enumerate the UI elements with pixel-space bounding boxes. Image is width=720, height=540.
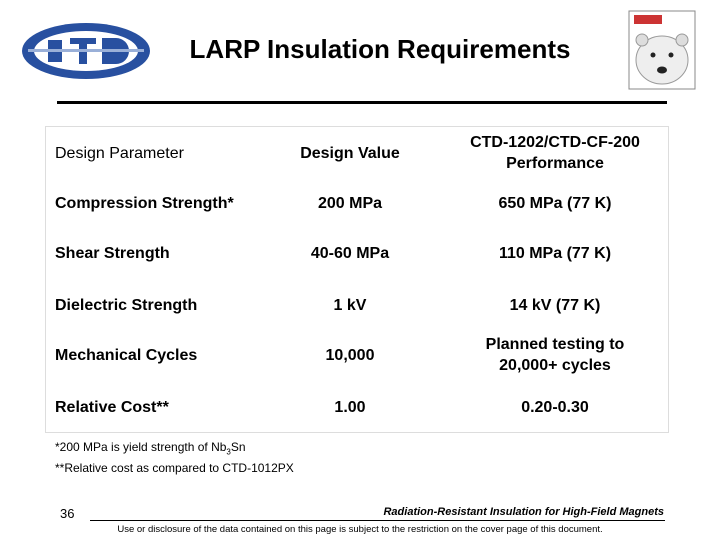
table-cell: Mechanical Cycles: [55, 346, 198, 364]
table-cell: 650 MPa (77 K): [498, 194, 612, 212]
table-cell: 40-60 MPa: [310, 244, 390, 262]
title-rule: [57, 101, 667, 104]
footer-rule: [90, 520, 665, 521]
table-cell: 14 kV (77 K): [509, 296, 601, 314]
slide-title: LARP Insulation Requirements: [189, 34, 571, 64]
ctd-logo: [22, 23, 150, 79]
table-cell: 1 kV: [333, 296, 367, 314]
header-cell: Design Value: [300, 144, 400, 162]
header-cell: Design Parameter: [55, 144, 184, 162]
table-cell: 10,000: [325, 346, 375, 364]
table-cell: 1.00: [334, 398, 366, 416]
page-number: 36: [60, 506, 75, 521]
table-cell: Dielectric Strength: [55, 296, 198, 314]
table-cell: Shear Strength: [55, 244, 170, 262]
footer-title: Radiation-Resistant Insulation for High-…: [383, 506, 664, 518]
footnote: *200 MPa is yield strength of Nb3Sn: [55, 440, 246, 457]
header-cell: CTD-1202/CTD-CF-200 Performance: [470, 134, 640, 172]
footnote: **Relative cost as compared to CTD-1012P…: [55, 461, 294, 475]
table-cell: Planned testing to 20,000+ cycles: [485, 336, 625, 374]
table-cell: 200 MPa: [317, 194, 383, 212]
table-cell: 110 MPa (77 K): [498, 244, 612, 262]
bear-logo: [628, 10, 696, 90]
table: [45, 126, 669, 433]
table-cell: Relative Cost**: [55, 398, 169, 416]
table-cell: Compression Strength*: [55, 194, 234, 212]
disclaimer: Use or disclosure of the data contained …: [117, 524, 603, 535]
table-cell: 0.20-0.30: [521, 398, 589, 416]
